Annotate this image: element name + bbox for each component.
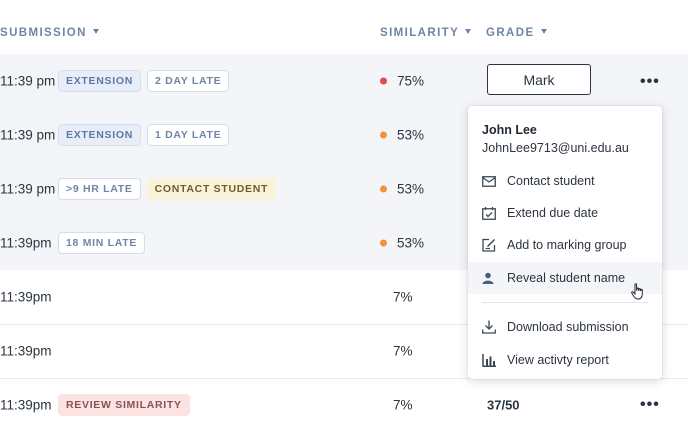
edit-square-icon xyxy=(482,238,496,252)
menu-item-contact-student[interactable]: Contact student xyxy=(468,165,662,197)
status-badge: >9 HR LATE xyxy=(58,178,141,200)
student-name: John Lee xyxy=(482,123,537,137)
similarity-value: 53% xyxy=(397,127,425,143)
menu-item-add-to-marking-group[interactable]: Add to marking group xyxy=(468,229,662,261)
status-badge: 18 MIN LATE xyxy=(58,232,146,254)
hand-cursor-icon xyxy=(631,283,643,300)
status-badge: EXTENSION xyxy=(58,124,141,146)
similarity-dot-icon xyxy=(380,239,387,247)
submission-time: 11:39pm xyxy=(0,289,52,305)
similarity-dot-icon xyxy=(380,77,387,85)
submission-time: 11:39pm xyxy=(0,235,52,251)
tag-group: EXTENSION 2 DAY LATE xyxy=(58,70,230,92)
menu-item-label: Contact student xyxy=(507,174,595,188)
column-header-grade[interactable]: GRADE xyxy=(486,27,547,39)
submission-time: 11:39pm xyxy=(0,343,52,359)
submission-time: 11:39 pm xyxy=(0,181,56,197)
caret-down-icon xyxy=(465,29,472,34)
similarity-value: 7% xyxy=(393,343,413,359)
menu-item-download-submission[interactable]: Download submission xyxy=(468,311,662,343)
menu-item-label: View activty report xyxy=(507,353,609,367)
calendar-check-icon xyxy=(482,206,496,220)
row-actions-menu: John Lee JohnLee9713@uni.edu.au Contact … xyxy=(468,106,662,379)
caret-down-icon xyxy=(540,29,547,34)
more-options-icon[interactable]: ••• xyxy=(640,396,660,413)
similarity-score: 53% xyxy=(380,128,424,143)
column-header-submission[interactable]: SUBMISSION xyxy=(0,27,99,39)
similarity-score: 75% xyxy=(380,74,424,89)
similarity-value: 53% xyxy=(397,181,425,197)
menu-item-extend-due-date[interactable]: Extend due date xyxy=(468,197,662,229)
table-row[interactable]: 11:39pm 7% xyxy=(0,324,688,379)
status-badge: CONTACT STUDENT xyxy=(146,178,277,200)
menu-item-view-activity-report[interactable]: View activty report xyxy=(468,344,662,376)
similarity-value: 75% xyxy=(397,73,425,89)
column-header-label: GRADE xyxy=(486,27,535,39)
table-row[interactable]: 11:39pm REVIEW SIMILARITY 7% 37/50 ••• xyxy=(0,378,688,432)
tag-group: EXTENSION 1 DAY LATE xyxy=(58,124,230,146)
column-header-label: SUBMISSION xyxy=(0,27,87,39)
menu-item-label: Extend due date xyxy=(507,206,599,220)
table-header: SUBMISSION SIMILARITY GRADE xyxy=(0,0,688,60)
submission-time: 11:39pm xyxy=(0,397,52,413)
status-badge: EXTENSION xyxy=(58,70,141,92)
menu-item-label: Download submission xyxy=(507,320,629,334)
table-row[interactable]: 11:39pm 7% xyxy=(0,270,688,325)
similarity-value: 7% xyxy=(393,289,413,305)
status-badge: 1 DAY LATE xyxy=(146,124,230,146)
submission-time: 11:39 pm xyxy=(0,73,56,89)
mail-icon xyxy=(482,175,496,187)
column-header-label: SIMILARITY xyxy=(380,27,460,39)
menu-item-reveal-student-name[interactable]: Reveal student name xyxy=(468,262,662,294)
menu-item-label: Reveal student name xyxy=(507,271,626,285)
mark-button[interactable]: Mark xyxy=(487,64,591,95)
similarity-dot-icon xyxy=(380,185,387,193)
download-icon xyxy=(482,320,496,334)
tag-group: >9 HR LATE CONTACT STUDENT xyxy=(58,178,277,200)
similarity-score: 53% xyxy=(380,182,424,197)
status-badge: 2 DAY LATE xyxy=(146,70,230,92)
menu-divider xyxy=(482,302,648,303)
submission-time: 11:39 pm xyxy=(0,127,56,143)
more-options-icon[interactable]: ••• xyxy=(640,73,660,90)
similarity-score: 53% xyxy=(380,236,424,251)
grade-value: 37/50 xyxy=(487,397,520,413)
tag-group: 18 MIN LATE xyxy=(58,232,146,254)
bar-chart-icon xyxy=(482,353,496,367)
user-icon xyxy=(482,272,494,284)
similarity-value: 53% xyxy=(397,235,425,251)
caret-down-icon xyxy=(92,29,99,34)
column-header-similarity[interactable]: SIMILARITY xyxy=(380,27,472,39)
student-email: JohnLee9713@uni.edu.au xyxy=(482,141,629,155)
similarity-value: 7% xyxy=(393,397,413,413)
similarity-dot-icon xyxy=(380,131,387,139)
menu-item-label: Add to marking group xyxy=(507,238,627,252)
